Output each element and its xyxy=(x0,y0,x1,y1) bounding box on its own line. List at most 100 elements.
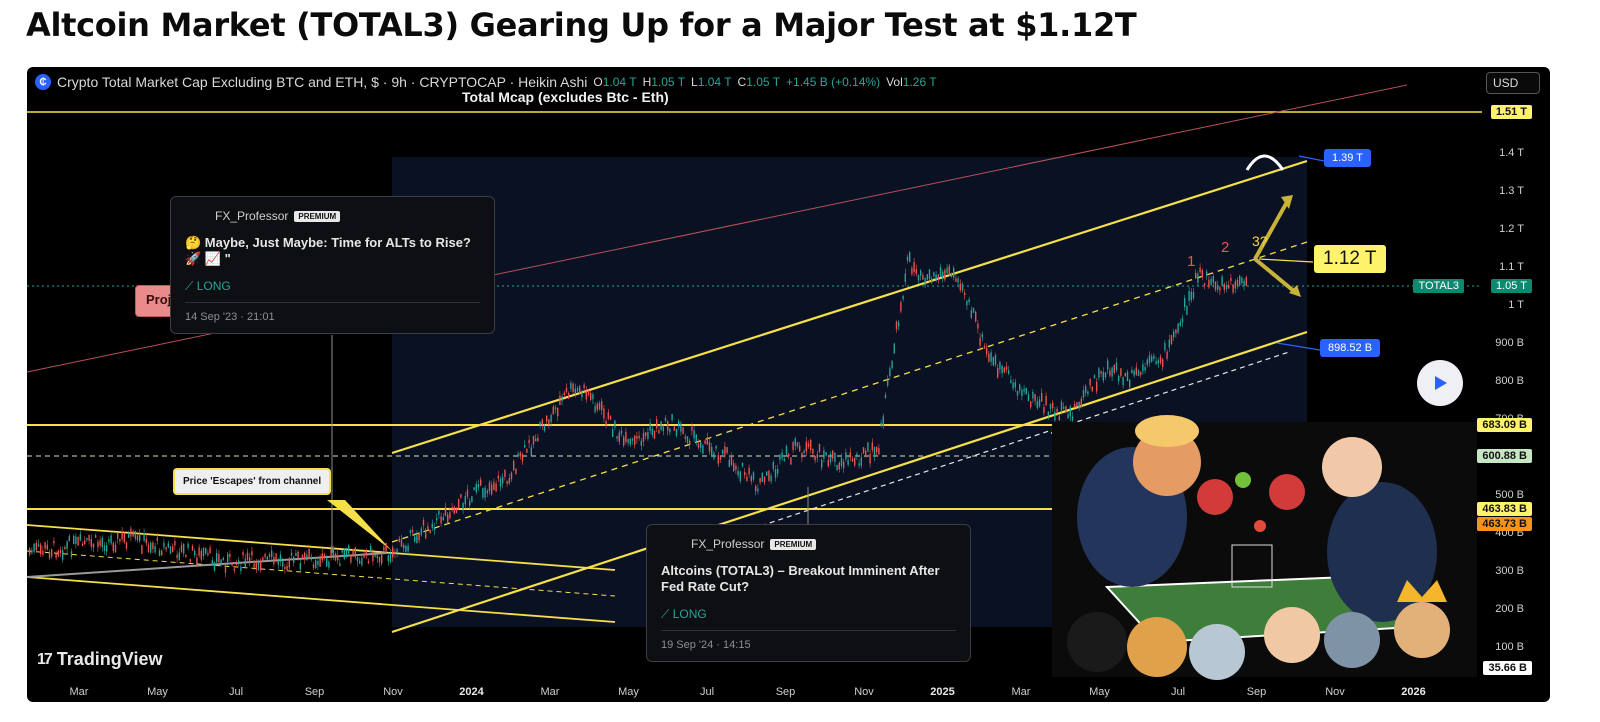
price-tag-bottom: 35.66 B xyxy=(1483,661,1532,675)
wave-2-label[interactable]: 2 xyxy=(1221,239,1230,256)
crown-icon xyxy=(1397,580,1447,602)
low-value: 1.04 T xyxy=(697,75,732,89)
trump-face xyxy=(1133,428,1201,496)
high-value: 1.05 T xyxy=(651,75,686,89)
idea-title[interactable]: Altcoins (TOTAL3) – Breakout Imminent Af… xyxy=(661,563,940,594)
ping-pong-net xyxy=(1231,544,1273,588)
idea-author[interactable]: FX_Professor xyxy=(691,537,765,551)
idea-card-2023[interactable]: FX_Professor PREMIUM 🤔 Maybe, Just Maybe… xyxy=(170,196,495,334)
price-axis-label: 500 B xyxy=(1495,489,1524,501)
lower-tag-connector xyxy=(1276,342,1321,351)
paddle-right xyxy=(1269,474,1305,510)
idea-author[interactable]: FX_Professor xyxy=(215,209,289,223)
chart-legend: ₵ Crypto Total Market Cap Excluding BTC … xyxy=(35,73,937,91)
curved-arrow-top xyxy=(1245,154,1285,171)
doge-face xyxy=(1127,617,1187,677)
price-axis-label: 900 B xyxy=(1495,337,1524,349)
target-price-label[interactable]: 1.12 T xyxy=(1314,245,1386,273)
price-axis-label: 1.4 T xyxy=(1499,147,1524,159)
price-tag-600: 600.88 B xyxy=(1477,449,1532,463)
price-tag-683: 683.09 B xyxy=(1477,418,1532,432)
symbol-description[interactable]: Crypto Total Market Cap Excluding BTC an… xyxy=(57,74,588,90)
arrow-head-up xyxy=(1281,195,1293,209)
idea-direction: ⟋ LONG xyxy=(185,279,231,293)
time-axis-label: Mar xyxy=(1011,686,1031,698)
upper-target-tag[interactable]: 1.39 T xyxy=(1324,149,1371,167)
trend-up-icon: ⟋ xyxy=(661,607,673,621)
premium-badge: PREMIUM xyxy=(294,210,341,222)
chart-text-annotation[interactable]: Total Mcap (excludes Btc - Eth) xyxy=(462,89,669,105)
king-face xyxy=(1394,602,1450,658)
time-axis-label: Mar xyxy=(540,686,560,698)
lower-support-tag[interactable]: 898.52 B xyxy=(1320,339,1381,357)
tradingview-mark-icon: 17 xyxy=(37,650,53,668)
low-label: L xyxy=(691,75,698,89)
page-title: Altcoin Market (TOTAL3) Gearing Up for a… xyxy=(26,6,1137,44)
time-axis-label: 2026 xyxy=(1401,686,1426,698)
cryptocap-logo-icon: ₵ xyxy=(35,74,51,90)
trump-hair xyxy=(1135,415,1199,447)
time-axis-label: May xyxy=(147,686,168,698)
callout-pointer xyxy=(327,500,392,551)
powell-face xyxy=(1322,437,1382,497)
woman-face xyxy=(1264,607,1320,663)
play-button[interactable] xyxy=(1417,360,1463,406)
chart-panel[interactable]: ₵ Crypto Total Market Cap Excluding BTC … xyxy=(27,67,1550,702)
channel-lower-line xyxy=(391,330,1308,634)
premium-badge: PREMIUM xyxy=(770,538,817,550)
projection-arrow-down xyxy=(1253,257,1297,294)
idea-title[interactable]: 🤔 Maybe, Just Maybe: Time for ALTs to Ri… xyxy=(185,235,471,266)
time-axis-label: Mar xyxy=(69,686,89,698)
high-label: H xyxy=(642,75,652,89)
time-axis-label: Sep xyxy=(304,686,325,698)
time-axis-label: Sep xyxy=(1246,686,1267,698)
price-axis-label: 200 B xyxy=(1495,603,1524,615)
price-axis-label: 1.2 T xyxy=(1499,223,1524,235)
current-symbol-tag: TOTAL3 xyxy=(1413,279,1464,293)
divider xyxy=(185,302,480,303)
idea-date: 19 Sep '24 · 14:15 xyxy=(661,639,751,651)
upper-tag-connector xyxy=(1298,155,1325,162)
price-tag-463a: 463.83 B xyxy=(1477,502,1532,516)
change-value: +1.45 B (+0.14%) xyxy=(786,75,881,89)
open-label: O xyxy=(593,75,603,89)
escape-callout[interactable]: Price 'Escapes' from channel xyxy=(173,468,332,495)
idea-card-2024[interactable]: FX_Professor PREMIUM Altcoins (TOTAL3) –… xyxy=(646,524,971,662)
time-axis-label: Jul xyxy=(228,686,244,698)
price-axis-label: 300 B xyxy=(1495,565,1524,577)
trend-up-icon: ⟋ xyxy=(185,279,197,293)
arrow-head-down xyxy=(1289,285,1301,297)
wave-3-label[interactable]: 3? xyxy=(1252,233,1268,249)
time-axis-label: May xyxy=(1089,686,1110,698)
divider xyxy=(661,630,956,631)
tradingview-logo[interactable]: 17 TradingView xyxy=(37,649,163,669)
idea-date: 14 Sep '23 · 21:01 xyxy=(185,311,275,323)
target-connector xyxy=(1258,258,1314,263)
volume-value: 1.26 T xyxy=(902,75,937,89)
paddle-left xyxy=(1197,479,1233,515)
penguin-face xyxy=(1189,624,1245,680)
time-axis-label: Nov xyxy=(1325,686,1345,698)
ping-pong-ball xyxy=(1235,472,1251,488)
price-axis-label: 1 T xyxy=(1508,299,1524,311)
time-axis-label: 2025 xyxy=(930,686,955,698)
close-value: 1.05 T xyxy=(746,75,781,89)
time-axis-label: Jul xyxy=(699,686,715,698)
price-axis-label: 800 B xyxy=(1495,375,1524,387)
old-channel-upper xyxy=(27,524,616,571)
time-axis-label: Nov xyxy=(383,686,403,698)
price-tag-463b: 463.73 B xyxy=(1477,517,1532,531)
time-axis-label: Jul xyxy=(1170,686,1186,698)
price-tag-top: 1.51 T xyxy=(1490,105,1532,119)
idea-direction: ⟋ LONG xyxy=(661,607,707,621)
currency-button[interactable]: USD xyxy=(1486,72,1540,94)
projection-label[interactable]: Proj xyxy=(135,285,179,317)
current-price-tag: 1.05 T xyxy=(1491,279,1532,293)
play-icon xyxy=(1435,376,1447,390)
price-axis-label: 1.3 T xyxy=(1499,185,1524,197)
open-value: 1.04 T xyxy=(602,75,637,89)
time-axis-label: Sep xyxy=(775,686,796,698)
price-axis-label: 1.1 T xyxy=(1499,261,1524,273)
wave-1-label[interactable]: 1 xyxy=(1187,253,1196,270)
volume-label: Vol xyxy=(886,75,903,89)
